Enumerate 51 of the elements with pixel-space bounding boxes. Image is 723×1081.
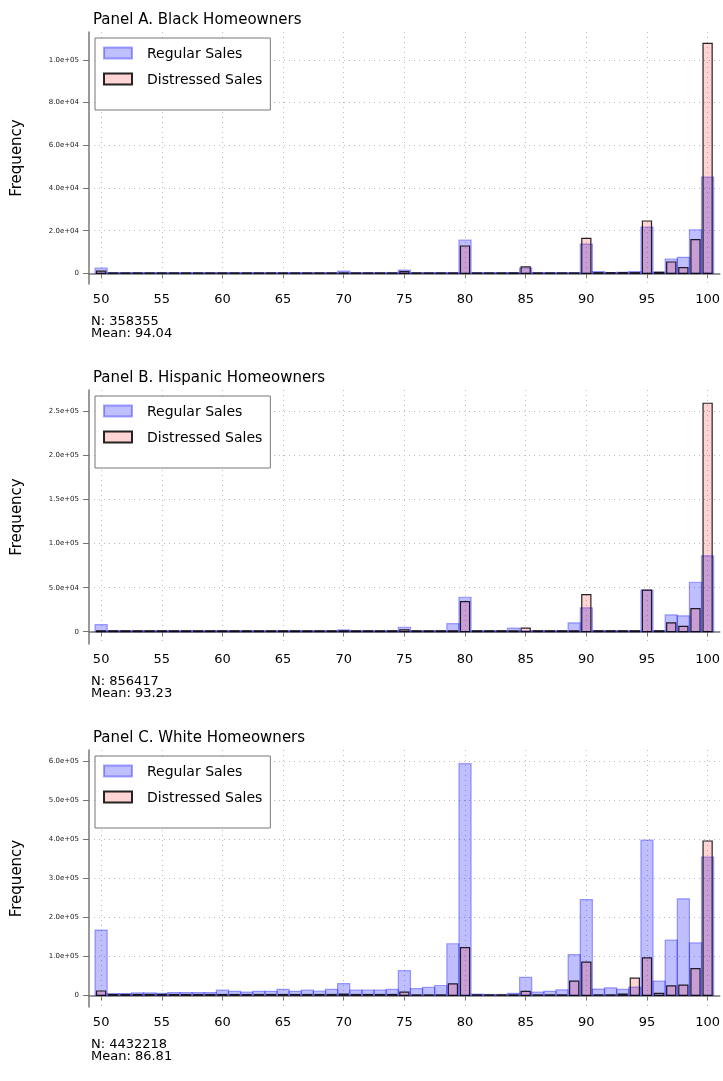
y-axis-title: Frequency: [6, 478, 25, 556]
x-tick-label: 70: [335, 1014, 352, 1029]
x-tick-label: 90: [578, 651, 595, 666]
x-tick-label: 90: [578, 291, 595, 306]
chart-title: Panel A. Black Homeowners: [93, 9, 302, 28]
text: Mean: 93.23: [91, 685, 173, 700]
y-axis-title: Frequency: [6, 839, 25, 918]
x-tick-label: 75: [396, 291, 413, 306]
x-tick-label: 60: [214, 1014, 231, 1029]
legend-label: Regular Sales: [147, 763, 243, 779]
x-tick-label: 100: [695, 1014, 721, 1029]
x-tick-label: 90: [578, 1014, 595, 1029]
x-tick-label: 60: [214, 291, 231, 306]
x-tick-label: 60: [214, 651, 231, 666]
chart-title: Panel C. White Homeowners: [93, 727, 306, 746]
text: Mean: 94.04: [91, 325, 173, 340]
text: Mean: 86.81: [91, 1048, 173, 1063]
x-tick-label: 50: [92, 651, 110, 666]
x-tick-label: 95: [638, 651, 656, 666]
chart-title: Panel B. Hispanic Homeowners: [93, 367, 326, 386]
x-tick-label: 100: [695, 651, 721, 666]
x-tick-label: 85: [517, 291, 534, 306]
x-tick-label: 55: [153, 651, 171, 666]
x-tick-label: 80: [456, 291, 474, 306]
x-tick-label: 70: [335, 651, 352, 666]
x-tick-label: 75: [396, 1014, 413, 1029]
x-tick-label: 100: [695, 291, 721, 306]
x-tick-label: 55: [153, 1014, 171, 1029]
legend-label: Regular Sales: [147, 403, 243, 419]
x-tick-label: 65: [274, 1014, 292, 1029]
text: N: 856417: [91, 673, 159, 688]
x-tick-label: 80: [456, 1014, 474, 1029]
legend-label: Regular Sales: [147, 45, 243, 61]
legend-label: Distressed Sales: [147, 429, 263, 445]
x-tick-label: 95: [638, 291, 656, 306]
x-tick-label: 80: [456, 651, 474, 666]
legend-label: Distressed Sales: [147, 71, 263, 87]
x-tick-label: 85: [517, 1014, 534, 1029]
x-tick-label: 95: [638, 1014, 656, 1029]
x-tick-label: 65: [274, 651, 292, 666]
x-tick-label: 50: [92, 1014, 110, 1029]
x-tick-label: 50: [92, 291, 110, 306]
y-axis-title: Frequency: [6, 119, 25, 197]
x-tick-label: 65: [274, 291, 292, 306]
x-tick-label: 70: [335, 291, 352, 306]
legend-label: Distressed Sales: [147, 789, 263, 805]
x-tick-label: 55: [153, 291, 171, 306]
text: N: 358355: [91, 313, 159, 328]
x-tick-label: 75: [396, 651, 413, 666]
text: N: 4432218: [91, 1036, 168, 1051]
x-tick-label: 85: [517, 651, 534, 666]
